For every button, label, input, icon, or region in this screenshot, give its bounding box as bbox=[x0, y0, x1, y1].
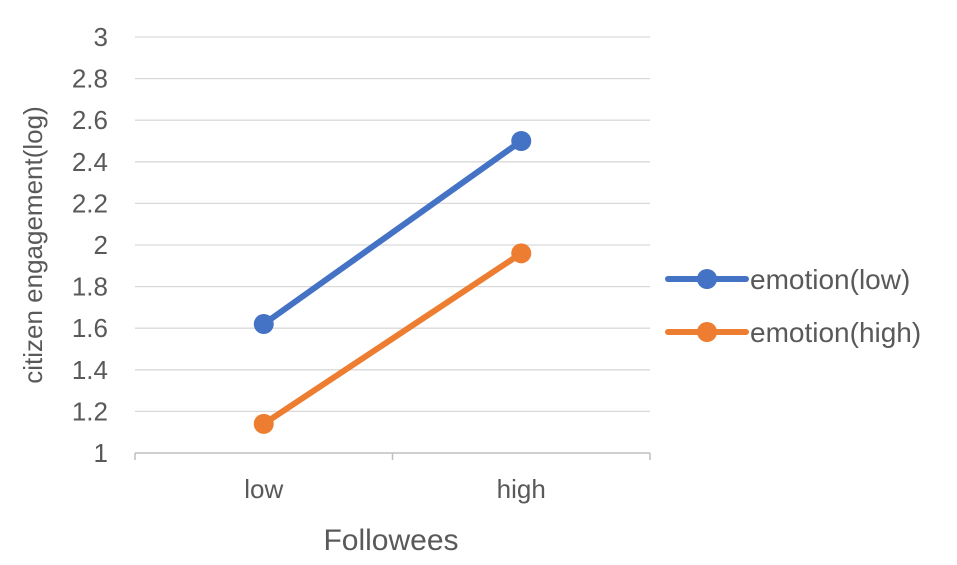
y-tick-label: 1.8 bbox=[72, 272, 108, 302]
y-tick-label: 1 bbox=[94, 438, 108, 468]
x-axis-title: Followees bbox=[323, 524, 458, 557]
gridlines bbox=[135, 36, 650, 413]
y-tick-label: 3 bbox=[94, 22, 108, 52]
legend-item: emotion(low) bbox=[665, 264, 910, 295]
data-point bbox=[253, 314, 274, 335]
legend-swatch-marker bbox=[697, 322, 717, 342]
y-axis-title: citizen engagement(log) bbox=[18, 106, 48, 384]
x-tick-label: high bbox=[497, 474, 546, 504]
series-1 bbox=[253, 243, 532, 434]
legend-swatch-marker bbox=[697, 269, 717, 289]
data-point bbox=[511, 243, 532, 264]
data-point bbox=[511, 131, 532, 151]
legend-item: emotion(high) bbox=[665, 317, 921, 348]
series-line bbox=[260, 138, 525, 328]
y-tick-label: 2.6 bbox=[72, 105, 108, 135]
y-tick-label: 2.2 bbox=[72, 188, 108, 218]
y-tick-label: 2.4 bbox=[72, 147, 108, 177]
y-tick-label: 1.6 bbox=[72, 313, 108, 343]
y-tick-label: 2.8 bbox=[72, 64, 108, 94]
y-axis-tick-labels: 1 1.2 1.4 1.6 1.8 2 2.2 2.4 2.6 2.8 3 bbox=[72, 22, 108, 468]
legend-label: emotion(low) bbox=[750, 264, 910, 295]
x-axis-tick-labels: low high bbox=[244, 474, 546, 504]
series-line bbox=[260, 250, 525, 427]
data-series bbox=[253, 131, 532, 434]
series-0 bbox=[253, 131, 532, 335]
y-tick-label: 1.4 bbox=[72, 355, 108, 385]
legend: emotion(low) emotion(high) bbox=[665, 264, 921, 348]
data-point bbox=[253, 413, 274, 434]
y-tick-label: 2 bbox=[94, 230, 108, 260]
y-tick-label: 1.2 bbox=[72, 396, 108, 426]
x-tick-label: low bbox=[244, 474, 283, 504]
legend-label: emotion(high) bbox=[750, 317, 921, 348]
x-axis bbox=[134, 452, 651, 460]
